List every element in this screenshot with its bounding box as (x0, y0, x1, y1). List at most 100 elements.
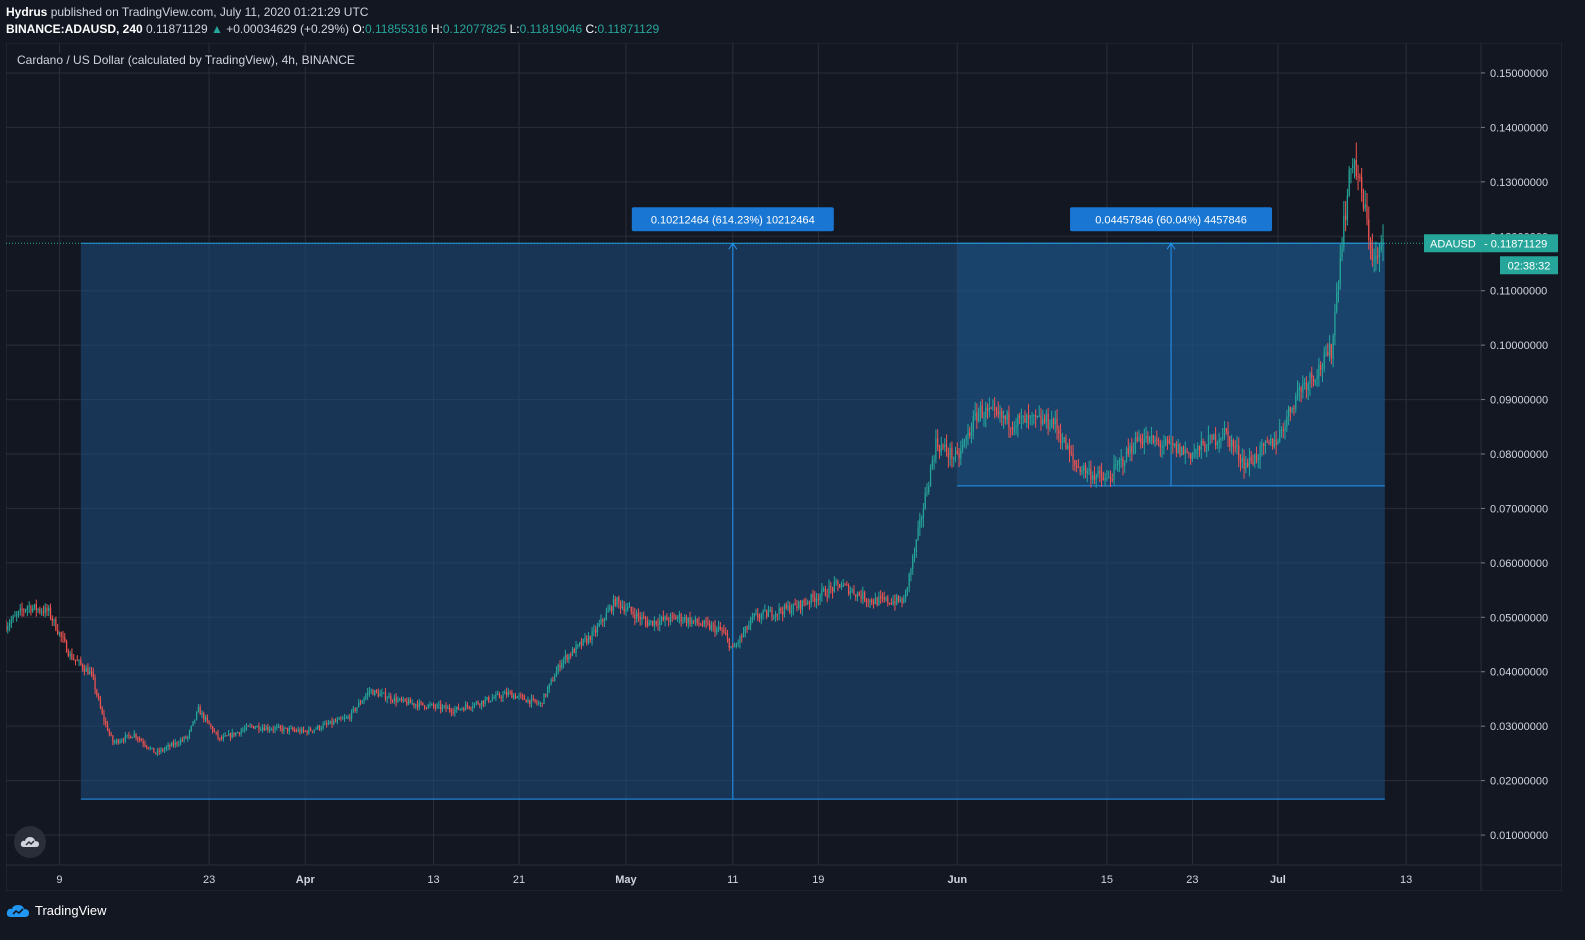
candle-body (559, 664, 561, 669)
candle-body (1325, 352, 1327, 354)
y-tick-label: 0.07000000 (1490, 503, 1548, 515)
candle-body (596, 626, 599, 633)
candle-body (1072, 453, 1074, 461)
candle-body (995, 408, 998, 412)
candle-body (577, 644, 579, 646)
candle-body (313, 729, 315, 732)
candle-body (801, 600, 803, 610)
candle-body (600, 619, 602, 624)
candle-body (349, 717, 351, 719)
candle-body (1248, 457, 1251, 467)
candle-body (849, 591, 852, 595)
candle-body (1011, 427, 1014, 430)
candle-body (698, 622, 700, 625)
candle-body (682, 620, 684, 622)
candle-body (762, 610, 764, 615)
candle-body (1241, 458, 1243, 463)
candle-body (1161, 446, 1163, 448)
candle-body (757, 613, 759, 618)
candle-body (992, 407, 994, 409)
candle-body (1093, 475, 1096, 480)
candle-body (142, 741, 144, 744)
candle-body (345, 717, 347, 719)
candle-body (1065, 437, 1067, 450)
candle-body (233, 732, 235, 736)
last-price-tag (1424, 234, 1558, 253)
candle-body (245, 725, 248, 729)
candle-body (1214, 434, 1217, 445)
candle-body (1343, 215, 1345, 247)
y-tick-label: 0.03000000 (1490, 721, 1548, 733)
tradingview-brand[interactable]: TradingView (6, 903, 107, 918)
candle-body (1222, 437, 1224, 439)
candle-body (767, 611, 770, 617)
candle-body (1361, 176, 1363, 193)
candle-body (324, 723, 326, 725)
tradingview-logo-button[interactable] (14, 826, 46, 858)
candle-body (810, 594, 812, 604)
candle-body (1287, 407, 1290, 417)
candle-body (817, 598, 819, 600)
candle-body (1339, 257, 1341, 285)
candle-body (274, 727, 276, 730)
candle-body (660, 617, 663, 621)
candle-body (1133, 452, 1135, 454)
candle-body (1220, 438, 1222, 440)
candle-body (575, 645, 577, 654)
candle-body (1166, 439, 1169, 441)
candle-body (956, 450, 958, 454)
candle-body (614, 598, 616, 606)
candle-body (7, 626, 9, 631)
candle-body (616, 597, 618, 606)
candle-body (261, 727, 264, 730)
candle-body (750, 619, 752, 626)
candle-body (1170, 442, 1172, 444)
candle-body (427, 704, 429, 708)
candle-body (755, 613, 757, 615)
candle-body (112, 735, 114, 743)
candle-body (774, 613, 777, 618)
candle-body (1172, 442, 1174, 446)
candle-body (796, 605, 798, 609)
chart-area[interactable]: 0.10212464 (614.23%) 10212464 0.04457846 … (6, 43, 1562, 891)
candle-body (648, 622, 650, 626)
candle-body (1109, 477, 1112, 480)
candle-body (1136, 437, 1138, 442)
candle-body (1355, 159, 1357, 177)
candle-body (347, 717, 349, 719)
candle-body (1184, 450, 1186, 454)
cloud-icon (20, 837, 39, 847)
author-name[interactable]: Hydrus (6, 5, 48, 19)
candle-body (701, 625, 704, 627)
candle-body (114, 741, 116, 743)
candle-body (582, 638, 584, 646)
candle-body (1284, 426, 1286, 432)
candle-body (1380, 245, 1382, 250)
candle-body (219, 737, 221, 739)
candle-body (1254, 454, 1256, 465)
candle-body (782, 611, 784, 615)
candle-body (420, 701, 422, 703)
candle-body (488, 697, 490, 702)
x-tick-label: 15 (1101, 874, 1113, 886)
candle-body (1063, 437, 1065, 442)
symbol-name[interactable]: BINANCE:ADAUSD, 240 (6, 22, 143, 36)
up-arrow-icon: ▲ (211, 22, 223, 36)
price-chart[interactable]: 0.10212464 (614.23%) 10212464 0.04457846 … (6, 43, 1562, 891)
candle-body (844, 584, 846, 586)
candle-body (247, 725, 249, 727)
candle-body (1154, 439, 1156, 443)
candle-body (105, 720, 107, 724)
candle-body (1213, 434, 1215, 440)
candle-body (1129, 445, 1131, 455)
candle-body (792, 603, 795, 611)
candle-body (361, 701, 363, 704)
candle-body (204, 717, 207, 720)
candle-body (81, 664, 84, 669)
candle-body (650, 620, 652, 623)
candle-body (35, 604, 37, 611)
candle-body (883, 597, 885, 600)
candle-body (381, 692, 383, 694)
candle-body (397, 699, 399, 703)
candle-body (1124, 462, 1126, 466)
